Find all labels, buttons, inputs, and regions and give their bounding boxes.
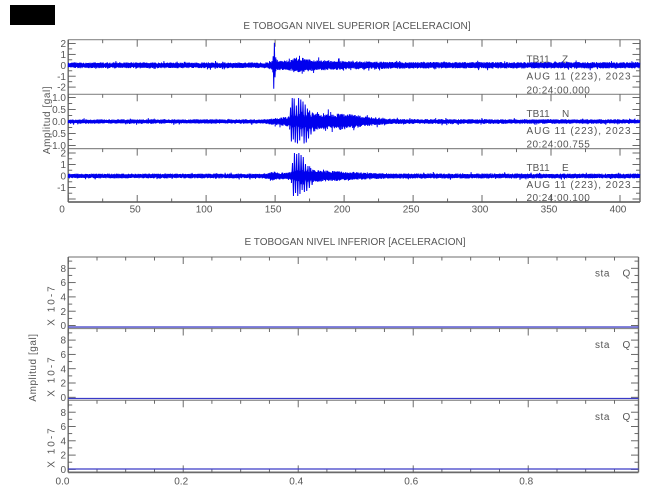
svg-text:4: 4: [60, 436, 66, 447]
svg-text:200: 200: [334, 204, 351, 215]
svg-text:2: 2: [60, 379, 66, 390]
svg-text:0.0: 0.0: [52, 117, 66, 128]
svg-text:0: 0: [59, 204, 65, 215]
svg-text:20:24:00.000: 20:24:00.000: [527, 85, 591, 96]
svg-text:2: 2: [60, 149, 66, 160]
svg-text:sta: sta: [595, 412, 610, 423]
svg-text:2: 2: [60, 451, 66, 462]
svg-text:-1.0: -1.0: [49, 141, 67, 152]
svg-text:TB11: TB11: [527, 54, 551, 65]
svg-text:AUG 11 (223), 2023: AUG 11 (223), 2023: [527, 71, 632, 82]
svg-text:X 10-7: X 10-7: [47, 355, 58, 396]
svg-text:0.5: 0.5: [52, 105, 66, 116]
svg-text:sta: sta: [595, 340, 610, 351]
svg-text:TB11: TB11: [527, 109, 551, 120]
svg-text:Q: Q: [623, 269, 631, 280]
svg-text:0.6: 0.6: [404, 477, 418, 488]
svg-text:-0.5: -0.5: [49, 129, 67, 140]
svg-text:4: 4: [60, 293, 66, 304]
svg-text:400: 400: [610, 204, 627, 215]
svg-text:2: 2: [60, 307, 66, 318]
svg-text:20:24:00.100: 20:24:00.100: [527, 193, 591, 204]
svg-text:X 10-7: X 10-7: [47, 426, 58, 467]
svg-text:350: 350: [541, 204, 558, 215]
svg-text:0: 0: [60, 465, 66, 476]
svg-text:300: 300: [472, 204, 489, 215]
svg-text:0: 0: [60, 393, 66, 404]
svg-text:0.0: 0.0: [56, 477, 70, 488]
svg-text:-1: -1: [57, 183, 66, 194]
svg-text:E TOBOGAN NIVEL SUPERIOR [ACEL: E TOBOGAN NIVEL SUPERIOR [ACELERACION]: [243, 21, 471, 32]
svg-text:Amplitud [gal]: Amplitud [gal]: [28, 333, 39, 401]
svg-text:-2: -2: [57, 83, 66, 94]
svg-text:TB11: TB11: [527, 163, 551, 174]
svg-text:X 10-7: X 10-7: [47, 284, 58, 325]
svg-text:0.4: 0.4: [289, 477, 303, 488]
svg-text:4: 4: [60, 364, 66, 375]
svg-text:6: 6: [60, 350, 66, 361]
svg-text:Q: Q: [623, 340, 631, 351]
svg-text:2: 2: [60, 39, 66, 50]
svg-text:6: 6: [60, 278, 66, 289]
svg-text:50: 50: [130, 204, 142, 215]
svg-text:E: E: [562, 163, 569, 174]
svg-text:150: 150: [265, 204, 282, 215]
svg-text:AUG 11 (223), 2023: AUG 11 (223), 2023: [527, 126, 632, 137]
svg-text:E TOBOGAN NIVEL INFERIOR [ACEL: E TOBOGAN NIVEL INFERIOR [ACELERACION]: [245, 237, 466, 248]
svg-text:Q: Q: [623, 412, 631, 423]
svg-text:Amplitud [gal]: Amplitud [gal]: [42, 86, 53, 154]
svg-text:AUG 11 (223), 2023: AUG 11 (223), 2023: [527, 180, 632, 191]
svg-text:250: 250: [403, 204, 420, 215]
svg-text:0: 0: [60, 172, 66, 183]
svg-text:1: 1: [60, 50, 66, 61]
svg-text:0: 0: [60, 61, 66, 72]
svg-text:1: 1: [60, 160, 66, 171]
svg-text:Z: Z: [562, 54, 568, 65]
svg-text:1.0: 1.0: [52, 93, 66, 104]
svg-text:-1: -1: [57, 72, 66, 83]
svg-text:0.8: 0.8: [519, 477, 533, 488]
svg-text:8: 8: [60, 408, 66, 419]
svg-text:20:24:00.755: 20:24:00.755: [527, 140, 591, 151]
svg-text:N: N: [562, 109, 569, 120]
svg-text:sta: sta: [595, 269, 610, 280]
svg-text:0.2: 0.2: [174, 477, 188, 488]
svg-text:8: 8: [60, 336, 66, 347]
svg-text:8: 8: [60, 264, 66, 275]
svg-text:100: 100: [196, 204, 213, 215]
svg-text:6: 6: [60, 422, 66, 433]
svg-text:0: 0: [60, 321, 66, 332]
